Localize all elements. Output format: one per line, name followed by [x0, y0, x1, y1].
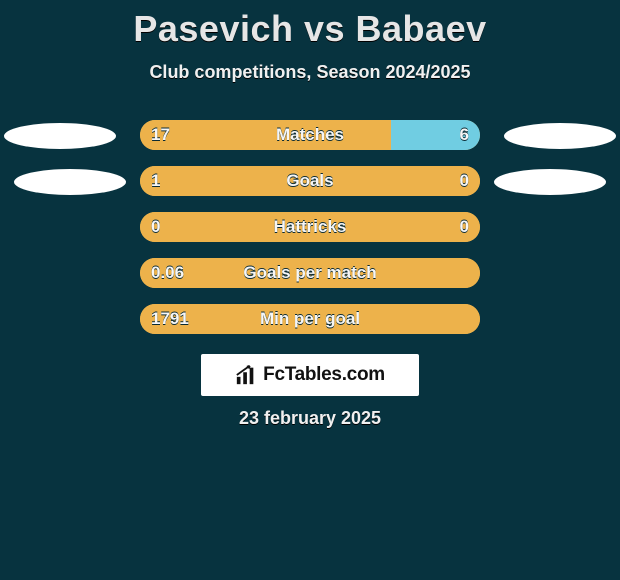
- stat-bar: 1 0 Goals: [140, 166, 480, 196]
- stat-bar: 17 6 Matches: [140, 120, 480, 150]
- stat-bar-left: [140, 166, 480, 196]
- player-left-ellipse: [4, 123, 116, 149]
- stat-bar-left: [140, 120, 391, 150]
- date-text: 23 february 2025: [0, 408, 620, 429]
- page-title: Pasevich vs Babaev: [0, 0, 620, 50]
- stat-bar-left: [140, 304, 480, 334]
- stat-row: 0 0 Hattricks: [0, 212, 620, 258]
- stat-bar-left: [140, 258, 480, 288]
- stat-bar-right: [391, 120, 480, 150]
- stat-bar: 1791 Min per goal: [140, 304, 480, 334]
- player-right-ellipse: [494, 169, 606, 195]
- stat-bar: 0.06 Goals per match: [140, 258, 480, 288]
- stat-row: 17 6 Matches: [0, 120, 620, 166]
- brand-chart-icon: [235, 364, 257, 386]
- brand-badge: FcTables.com: [201, 354, 419, 396]
- player-right-ellipse: [504, 123, 616, 149]
- stats-rows: 17 6 Matches 1 0 Goals 0 0: [0, 120, 620, 350]
- subtitle: Club competitions, Season 2024/2025: [0, 50, 620, 83]
- stat-bar-left: [140, 212, 480, 242]
- brand-text: FcTables.com: [263, 364, 385, 386]
- stat-row: 1791 Min per goal: [0, 304, 620, 350]
- stat-bar: 0 0 Hattricks: [140, 212, 480, 242]
- stat-row: 1 0 Goals: [0, 166, 620, 212]
- stat-row: 0.06 Goals per match: [0, 258, 620, 304]
- player-left-ellipse: [14, 169, 126, 195]
